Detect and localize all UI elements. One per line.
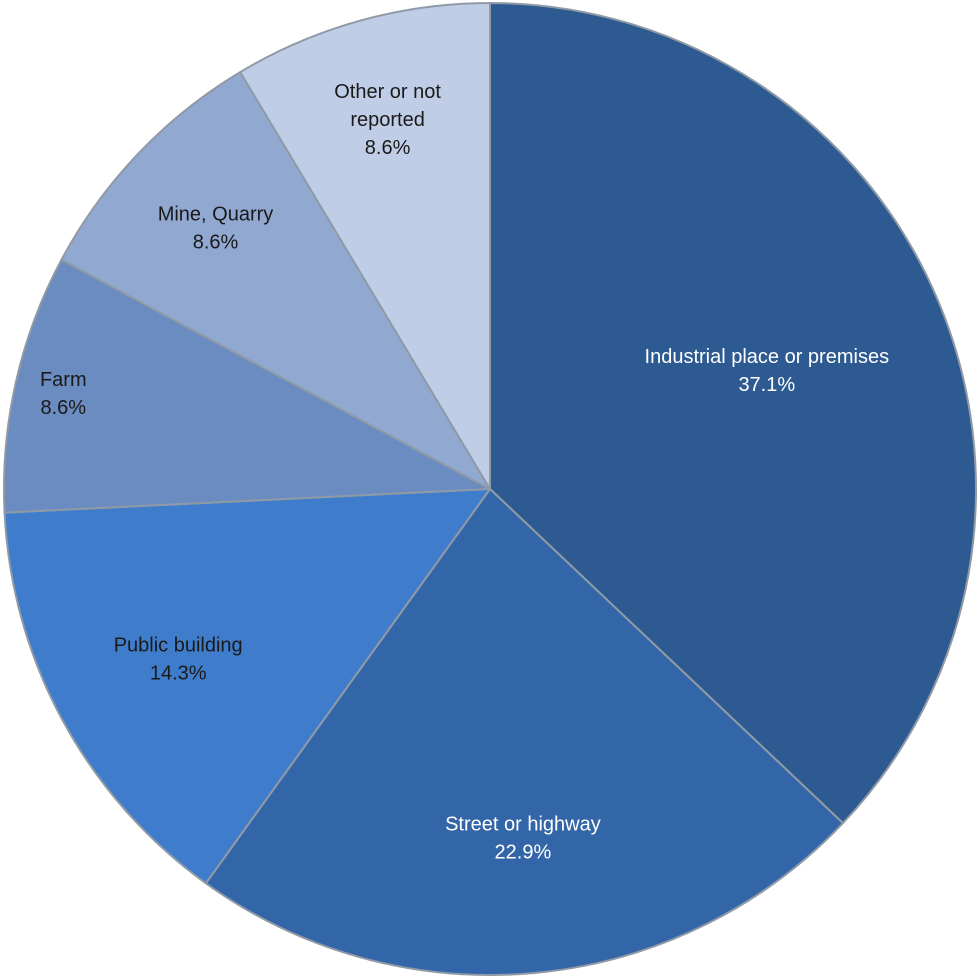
slice-value-label: 37.1% xyxy=(738,374,795,396)
slice-value-label: 22.9% xyxy=(495,841,552,863)
pie-slice xyxy=(60,71,491,490)
slice-value-label: 8.6% xyxy=(193,232,239,254)
slice-category-label: Farm xyxy=(40,369,87,391)
slice-value-label: 14.3% xyxy=(150,662,207,684)
pie-slice xyxy=(204,488,844,977)
slice-label: Street or highway 22.9% xyxy=(445,813,601,863)
slice-category-label: Other or not xyxy=(334,81,441,103)
slice-label: Public building 14.3% xyxy=(114,634,243,684)
pie-slice xyxy=(3,258,491,514)
slice-category-label: Street or highway xyxy=(445,813,601,835)
pie-slice xyxy=(3,488,491,885)
slice-value-label: 8.6% xyxy=(365,137,411,159)
slice-value-label: 8.6% xyxy=(41,397,87,419)
slice-label: Industrial place or premises 37.1% xyxy=(645,346,890,396)
slice-label: Mine, Quarry 8.6% xyxy=(158,204,274,254)
slice-category-label: Public building xyxy=(114,634,243,656)
pie-slice xyxy=(489,2,977,825)
slice-category-label: reported xyxy=(350,109,425,131)
pie-slice xyxy=(239,2,491,490)
slice-label: Other or not reported 8.6% xyxy=(334,81,441,159)
slice-category-label: Industrial place or premises xyxy=(645,346,890,368)
slice-category-label: Mine, Quarry xyxy=(158,204,274,226)
slice-label: Farm 8.6% xyxy=(40,369,87,419)
